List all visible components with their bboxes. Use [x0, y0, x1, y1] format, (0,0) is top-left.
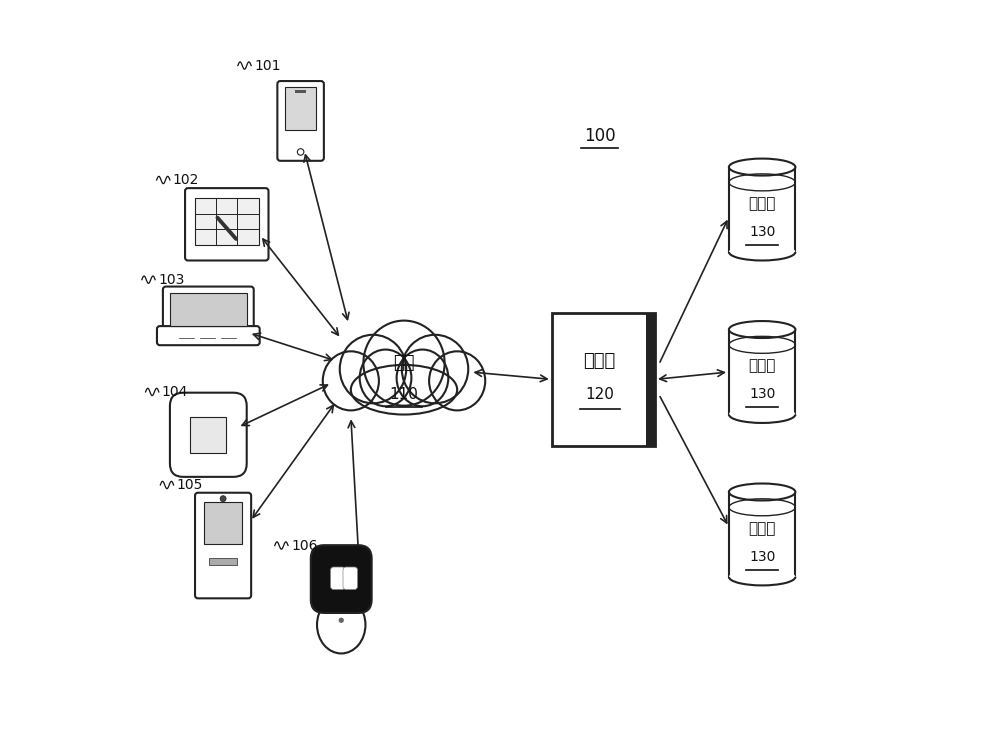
Text: 103: 103 [158, 273, 184, 286]
FancyBboxPatch shape [277, 81, 324, 161]
Text: 网络: 网络 [393, 354, 415, 372]
Text: 106: 106 [291, 539, 318, 553]
FancyBboxPatch shape [343, 567, 357, 589]
FancyBboxPatch shape [157, 326, 260, 345]
Ellipse shape [317, 596, 365, 653]
Bar [209, 559, 237, 565]
Text: 101: 101 [254, 59, 281, 73]
Bar [729, 330, 795, 414]
FancyBboxPatch shape [185, 188, 268, 260]
Ellipse shape [729, 484, 795, 501]
Ellipse shape [363, 321, 445, 405]
Ellipse shape [402, 335, 468, 403]
Bar [646, 313, 655, 446]
Bar [190, 417, 226, 452]
FancyBboxPatch shape [170, 393, 247, 477]
FancyBboxPatch shape [311, 545, 372, 613]
Ellipse shape [397, 350, 448, 406]
Text: 数据库: 数据库 [748, 521, 776, 536]
Text: 数据库: 数据库 [748, 196, 776, 211]
Ellipse shape [729, 568, 795, 586]
Ellipse shape [351, 365, 457, 414]
Ellipse shape [729, 158, 795, 176]
Text: 100: 100 [584, 126, 616, 144]
Bar [552, 313, 655, 446]
Ellipse shape [429, 351, 485, 411]
Text: 120: 120 [585, 387, 614, 402]
FancyBboxPatch shape [195, 493, 251, 598]
Circle shape [339, 618, 344, 623]
Circle shape [220, 496, 226, 501]
Text: 服务器: 服务器 [584, 352, 616, 370]
Bar [204, 501, 242, 544]
Bar [197, 464, 219, 475]
Ellipse shape [340, 335, 406, 403]
Ellipse shape [729, 321, 795, 338]
Bar [729, 492, 795, 577]
Text: 105: 105 [177, 478, 203, 492]
Text: 104: 104 [162, 385, 188, 399]
FancyBboxPatch shape [163, 286, 254, 333]
FancyBboxPatch shape [331, 567, 345, 589]
Bar [170, 293, 247, 326]
Ellipse shape [729, 243, 795, 260]
Text: 102: 102 [173, 173, 199, 187]
Ellipse shape [360, 350, 411, 406]
Ellipse shape [323, 351, 379, 411]
Circle shape [297, 149, 304, 155]
Text: 110: 110 [390, 387, 418, 402]
Text: 数据库: 数据库 [748, 359, 776, 373]
Bar [295, 90, 306, 93]
Bar [197, 394, 219, 406]
Bar [285, 87, 316, 129]
Text: 130: 130 [749, 550, 775, 564]
Text: 130: 130 [749, 387, 775, 401]
Bar [729, 167, 795, 252]
Text: 130: 130 [749, 225, 775, 239]
Bar [195, 199, 259, 245]
Ellipse shape [729, 406, 795, 423]
